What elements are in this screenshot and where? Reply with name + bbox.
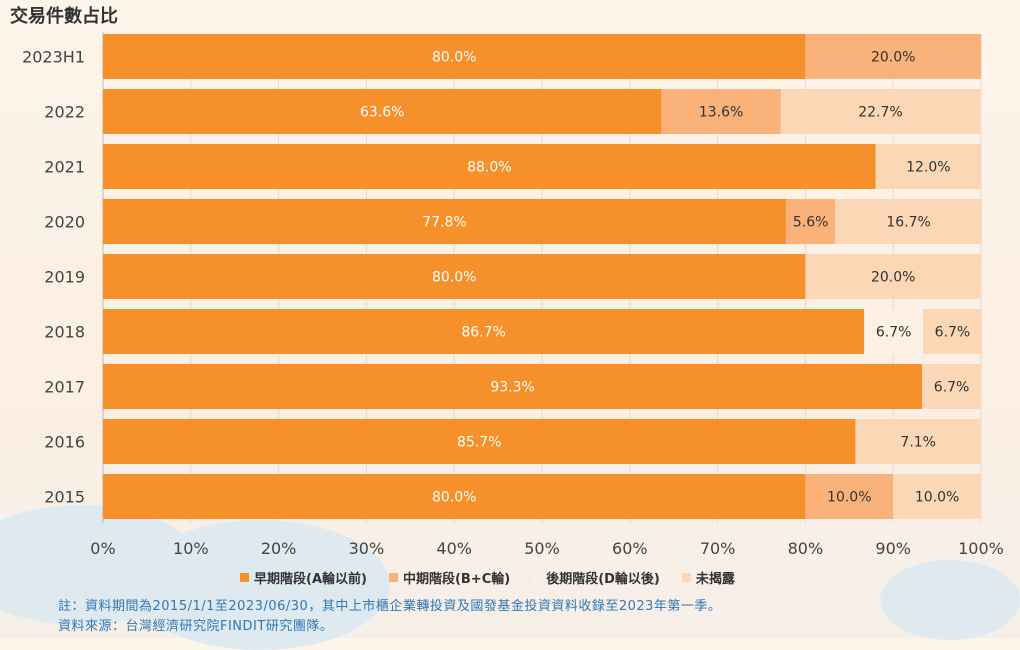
data-label: 5.6%	[793, 215, 829, 231]
bar-segment	[786, 199, 836, 244]
chart-title: 交易件數占比	[10, 6, 118, 27]
stacked-bar-chart: 0% 10% 20% 30% 40% 50% 60% 70% 80% 90% 100% 2023H1 8…	[22, 32, 1004, 558]
y-category-label: 2015	[44, 488, 85, 507]
bar-segment	[103, 474, 806, 519]
x-tick-label: 20%	[261, 539, 297, 558]
data-label: 13.6%	[699, 105, 743, 121]
data-source: 資料來源：台灣經濟研究院FINDIT研究團隊。	[58, 619, 334, 634]
data-label: 86.7%	[461, 325, 505, 341]
legend-swatch	[388, 573, 398, 582]
legend-item-early: 早期階段(A輪以前)	[240, 568, 367, 587]
bar-segment	[835, 199, 982, 244]
bar-segment	[103, 199, 787, 244]
legend-item-late: 後期階段(D輪以後)	[532, 568, 660, 587]
x-tick-label: 60%	[612, 539, 648, 558]
x-tick-label: 30%	[349, 539, 385, 558]
x-tick-label: 90%	[875, 539, 911, 558]
background-cloud	[130, 520, 390, 650]
legend-swatch	[532, 573, 542, 582]
data-label: 22.7%	[858, 105, 902, 121]
data-label: 20.0%	[871, 270, 915, 286]
y-category-label: 2020	[44, 213, 85, 232]
data-label: 16.7%	[886, 215, 930, 231]
x-tick-label: 100%	[958, 539, 1004, 558]
bar-segment	[103, 89, 662, 134]
x-tick-label: 50%	[524, 539, 560, 558]
y-category-label: 2019	[44, 268, 85, 287]
legend-label: 中期階段(B+C輪)	[402, 572, 511, 587]
bar-segment	[103, 364, 923, 409]
bar-segment	[923, 309, 982, 354]
legend-item-undisclosed: 未揭露	[681, 568, 735, 587]
data-label: 20.0%	[871, 50, 915, 66]
data-label: 63.6%	[360, 105, 404, 121]
bar-segment	[103, 419, 856, 464]
data-label: 6.7%	[876, 325, 912, 341]
y-category-label: 2017	[44, 378, 85, 397]
bar-segment	[805, 34, 981, 79]
y-category-label: 2023H1	[22, 48, 85, 67]
bar-segment	[893, 474, 981, 519]
x-tick-label: 0%	[90, 539, 115, 558]
legend-label: 未揭露	[695, 572, 735, 587]
legend-label: 早期階段(A輪以前)	[254, 572, 367, 587]
x-tick-label: 40%	[436, 539, 472, 558]
bar-segment	[875, 144, 981, 189]
legend-swatch	[681, 573, 691, 582]
y-category-label: 2021	[44, 158, 85, 177]
footnote: 註：資料期間為2015/1/1至2023/06/30，其中上市櫃企業轉投資及國發…	[58, 599, 722, 614]
data-label: 80.0%	[432, 490, 476, 506]
data-label: 12.0%	[906, 160, 950, 176]
bar-segment	[805, 254, 981, 299]
bar-segment	[103, 309, 865, 354]
bar-segment	[103, 144, 876, 189]
data-label: 77.8%	[422, 215, 466, 231]
data-label: 10.0%	[915, 490, 959, 506]
legend-item-mid: 中期階段(B+C輪)	[388, 568, 511, 587]
bar-segment	[855, 419, 981, 464]
data-label: 6.7%	[935, 325, 971, 341]
data-label: 93.3%	[490, 380, 534, 396]
legend-swatch	[240, 573, 249, 582]
y-category-label: 2018	[44, 323, 85, 342]
data-label: 80.0%	[432, 270, 476, 286]
data-label: 85.7%	[457, 435, 501, 451]
x-tick-label: 10%	[173, 539, 209, 558]
bar-segment	[103, 34, 806, 79]
x-tick-label: 70%	[700, 539, 736, 558]
bar-segment	[864, 309, 924, 354]
y-category-label: 2016	[44, 433, 85, 452]
x-tick-label: 80%	[788, 539, 824, 558]
data-label: 88.0%	[467, 160, 511, 176]
bar-segment	[805, 474, 894, 519]
chart-legend: 早期階段(A輪以前) 中期階段(B+C輪) 後期階段(D輪以後) 未揭露	[240, 568, 735, 587]
data-label: 80.0%	[432, 50, 476, 66]
y-category-label: 2022	[44, 103, 85, 122]
bar-segment	[780, 89, 981, 134]
bar-segment	[922, 364, 981, 409]
bar-segment	[661, 89, 781, 134]
background-cloud	[880, 560, 1020, 640]
bar-segment	[103, 254, 806, 299]
data-label: 6.7%	[934, 380, 970, 396]
data-label: 7.1%	[900, 435, 936, 451]
legend-label: 後期階段(D輪以後)	[546, 572, 660, 587]
data-label: 10.0%	[827, 490, 871, 506]
